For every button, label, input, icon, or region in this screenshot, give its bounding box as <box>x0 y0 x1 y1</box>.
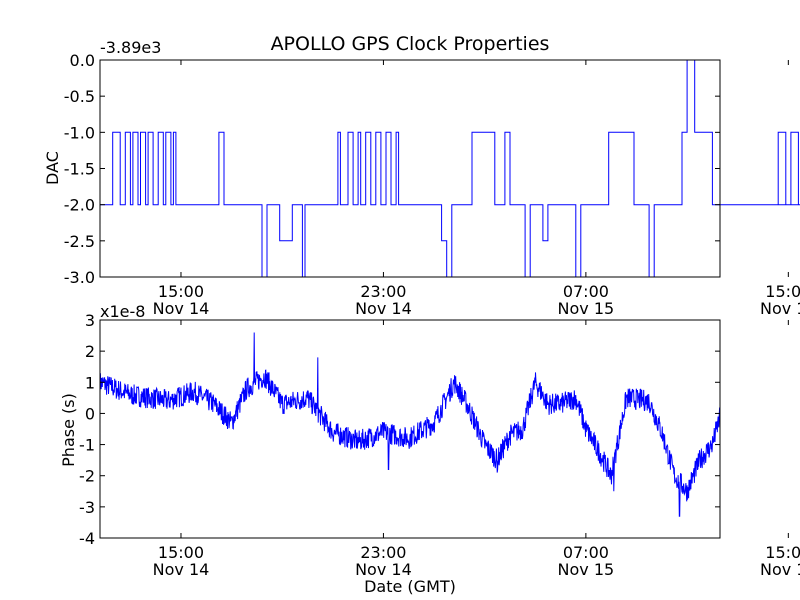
top-y-tick-label: -0.5 <box>64 87 95 106</box>
top-y-tick-label: -1.5 <box>64 160 95 179</box>
top-y-tick-label: -2.5 <box>64 232 95 251</box>
bottom-x-tick-label-time: 15:00 <box>765 543 800 562</box>
top-x-tick-label-time: 07:00 <box>563 282 609 301</box>
bottom-y-axis-label: Phase (s) <box>59 393 78 467</box>
bottom-x-axis-label: Date (GMT) <box>364 577 456 596</box>
top-y-axis-label: DAC <box>43 151 62 185</box>
top-x-tick-label-time: 15:00 <box>765 282 800 301</box>
top-x-tick-label-date: Nov 14 <box>153 299 210 318</box>
phase-series-line <box>99 332 721 517</box>
top-x-tick-label-time: 23:00 <box>360 282 406 301</box>
bottom-y-tick-label: -3 <box>79 498 95 517</box>
bottom-y-tick-label: 3 <box>85 311 95 330</box>
bottom-x-tick-label-time: 23:00 <box>360 543 406 562</box>
bottom-x-tick-label-date: Nov 14 <box>153 560 210 579</box>
top-y-tick-label: -1.0 <box>64 123 95 142</box>
bottom-y-tick-label: 1 <box>85 373 95 392</box>
top-series-group <box>100 59 800 278</box>
top-x-tick-label-date: Nov 15 <box>558 299 615 318</box>
bottom-axes-frame <box>99 319 721 539</box>
top-y-tick-label: -2.0 <box>64 196 95 215</box>
bottom-series-group <box>99 332 721 517</box>
dac-series-line <box>100 59 800 278</box>
bottom-x-tick-label-time: 07:00 <box>563 543 609 562</box>
bottom-y-tick-label: -1 <box>79 436 95 455</box>
bottom-offset-label: x1e-8 <box>100 302 145 321</box>
bottom-x-tick-label-time: 15:00 <box>158 543 204 562</box>
chart-title: APOLLO GPS Clock Properties <box>271 33 550 55</box>
bottom-y-tick-label: -2 <box>79 467 95 486</box>
top-offset-label: -3.89e3 <box>100 38 161 57</box>
top-x-tick-label-time: 15:00 <box>158 282 204 301</box>
bottom-x-tick-label-date: Nov 14 <box>355 560 412 579</box>
top-x-tick-label-date: Nov 14 <box>355 299 412 318</box>
top-x-tick-label-date: Nov 15 <box>760 299 800 318</box>
top-y-tick-label: 0.0 <box>70 51 95 70</box>
top-y-tick-label: -3.0 <box>64 268 95 287</box>
bottom-x-tick-label-date: Nov 15 <box>558 560 615 579</box>
bottom-y-tick-label: -4 <box>79 529 95 548</box>
bottom-y-tick-label: 0 <box>85 404 95 423</box>
bottom-x-tick-label-date: Nov 15 <box>760 560 800 579</box>
bottom-y-tick-label: 2 <box>85 342 95 361</box>
